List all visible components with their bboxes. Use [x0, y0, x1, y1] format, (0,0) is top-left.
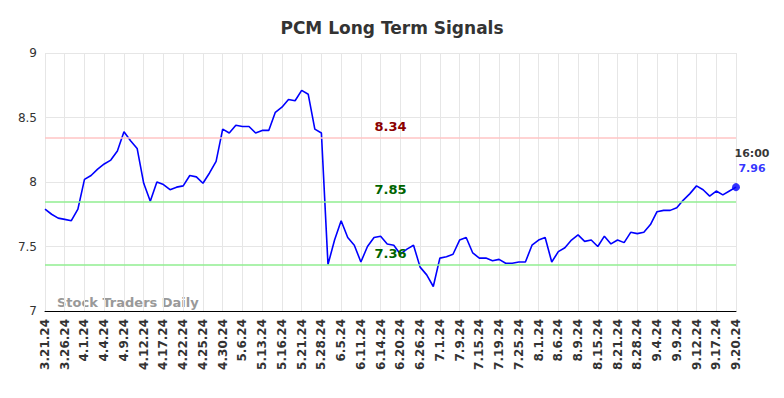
svg-text:8.28.24: 8.28.24 — [630, 319, 644, 370]
svg-text:7.9.24: 7.9.24 — [453, 319, 467, 362]
svg-text:7.25.24: 7.25.24 — [512, 319, 526, 370]
svg-text:6.14.24: 6.14.24 — [374, 319, 388, 370]
svg-text:5.13.24: 5.13.24 — [255, 319, 269, 370]
svg-text:4.9.24: 4.9.24 — [117, 319, 131, 362]
svg-text:7.96: 7.96 — [738, 162, 765, 175]
svg-text:6.20.24: 6.20.24 — [393, 319, 407, 370]
svg-text:4.17.24: 4.17.24 — [156, 319, 170, 370]
svg-text:7.85: 7.85 — [374, 182, 406, 197]
svg-text:8: 8 — [29, 175, 37, 189]
svg-text:6.26.24: 6.26.24 — [413, 319, 427, 370]
svg-text:9.17.24: 9.17.24 — [709, 319, 723, 370]
svg-text:4.22.24: 4.22.24 — [176, 319, 190, 370]
svg-text:9.9.24: 9.9.24 — [670, 319, 684, 362]
svg-text:8.9.24: 8.9.24 — [571, 319, 585, 362]
svg-text:7.15.24: 7.15.24 — [472, 319, 486, 370]
svg-text:7.5: 7.5 — [18, 240, 37, 254]
svg-text:4.4.24: 4.4.24 — [97, 319, 111, 362]
svg-text:16:00: 16:00 — [734, 147, 769, 160]
svg-text:6.11.24: 6.11.24 — [354, 319, 368, 370]
svg-text:Stock Traders Daily: Stock Traders Daily — [57, 295, 199, 310]
svg-text:5.6.24: 5.6.24 — [235, 319, 249, 362]
svg-text:PCM Long Term Signals: PCM Long Term Signals — [280, 18, 503, 38]
svg-text:8.15.24: 8.15.24 — [591, 319, 605, 370]
svg-text:8.1.24: 8.1.24 — [532, 319, 546, 362]
svg-text:4.25.24: 4.25.24 — [196, 319, 210, 370]
svg-text:8.6.24: 8.6.24 — [551, 319, 565, 362]
svg-text:8.5: 8.5 — [18, 111, 37, 125]
svg-text:5.21.24: 5.21.24 — [295, 319, 309, 370]
svg-text:3.21.24: 3.21.24 — [38, 319, 52, 370]
svg-text:4.30.24: 4.30.24 — [216, 319, 230, 370]
svg-text:8.21.24: 8.21.24 — [611, 319, 625, 370]
svg-text:9.20.24: 9.20.24 — [729, 319, 743, 370]
svg-text:7.19.24: 7.19.24 — [492, 319, 506, 370]
svg-text:6.5.24: 6.5.24 — [334, 319, 348, 362]
svg-text:4.12.24: 4.12.24 — [137, 319, 151, 370]
svg-text:7.1.24: 7.1.24 — [433, 319, 447, 362]
svg-text:9.4.24: 9.4.24 — [650, 319, 664, 362]
svg-text:8.34: 8.34 — [374, 119, 406, 134]
svg-text:9: 9 — [29, 46, 37, 60]
svg-text:5.28.24: 5.28.24 — [314, 319, 328, 370]
svg-text:3.26.24: 3.26.24 — [58, 319, 72, 370]
svg-text:9.12.24: 9.12.24 — [690, 319, 704, 370]
svg-text:7: 7 — [29, 304, 37, 318]
svg-text:5.16.24: 5.16.24 — [275, 319, 289, 370]
svg-text:4.1.24: 4.1.24 — [77, 319, 91, 362]
svg-text:7.36: 7.36 — [374, 246, 406, 261]
